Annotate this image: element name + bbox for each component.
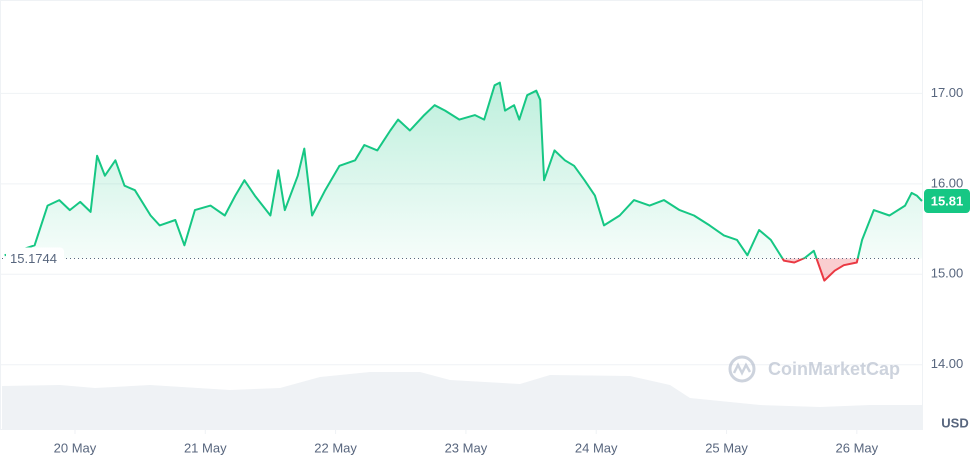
x-tick-label: 24 May	[575, 440, 618, 455]
last-price-label: 15.81	[931, 193, 964, 208]
last-price-badge	[924, 189, 970, 214]
y-tick-label: 16.00	[931, 175, 964, 190]
watermark-text: CoinMarketCap	[768, 359, 900, 379]
volume-area	[2, 372, 922, 430]
y-tick-label: 15.00	[931, 266, 964, 281]
y-unit: USD	[941, 415, 968, 430]
x-tick-label: 26 May	[836, 440, 879, 455]
baseline-label: 15.1744	[10, 251, 57, 266]
watermark: CoinMarketCap	[728, 355, 900, 383]
x-tick-label: 25 May	[705, 440, 748, 455]
x-tick-label: 21 May	[184, 440, 227, 455]
baseline-label-bg	[6, 247, 64, 270]
area	[4, 82, 923, 281]
y-tick-label: 14.00	[931, 356, 964, 371]
x-tick-label: 23 May	[445, 440, 488, 455]
price-line	[4, 81, 923, 282]
x-tick-label: 22 May	[314, 440, 357, 455]
x-tick-label: 20 May	[54, 440, 97, 455]
y-tick-label: 17.00	[931, 85, 964, 100]
